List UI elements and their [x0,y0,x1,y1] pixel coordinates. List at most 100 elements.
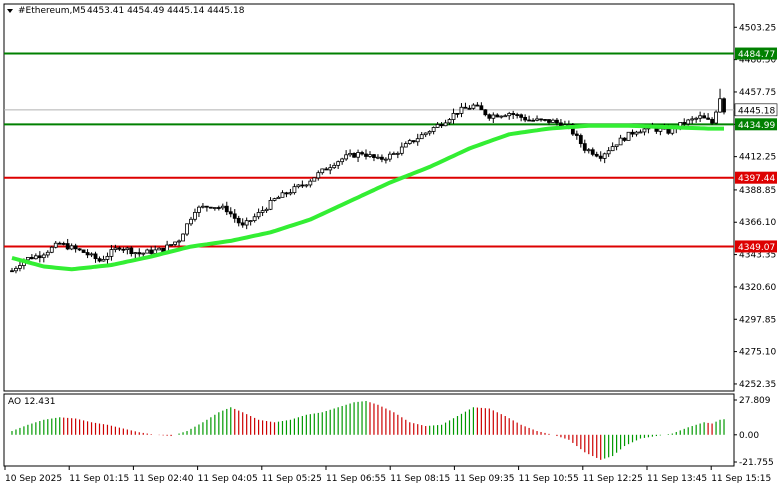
candle[interactable] [41,252,46,263]
candle[interactable] [348,149,353,157]
candle[interactable] [495,113,500,118]
candle[interactable] [121,247,126,254]
candle[interactable] [272,197,277,202]
candle[interactable] [368,151,372,158]
candle[interactable] [117,246,122,252]
candle[interactable] [439,122,444,129]
candle[interactable] [467,105,472,110]
candle[interactable] [85,249,90,259]
candle[interactable] [65,238,70,251]
candle[interactable] [89,252,94,258]
candle[interactable] [431,126,436,135]
candle[interactable] [248,220,253,226]
candle[interactable] [256,208,261,220]
candle[interactable] [220,203,225,210]
candle[interactable] [212,207,217,211]
candle[interactable] [216,205,221,211]
candle[interactable] [77,248,82,252]
candle[interactable] [574,130,579,140]
candle[interactable] [403,141,408,148]
candle[interactable] [18,261,22,272]
candle[interactable] [177,239,181,246]
candle[interactable] [415,133,420,146]
candle[interactable] [105,252,110,264]
candle[interactable] [292,183,297,195]
candle[interactable] [423,132,428,138]
candle[interactable] [316,170,321,181]
candle[interactable] [328,164,333,175]
candle[interactable] [551,118,555,123]
candle[interactable] [638,129,643,134]
candle[interactable] [578,133,583,148]
candle[interactable] [296,184,301,189]
candle[interactable] [451,108,456,124]
candle[interactable] [535,115,539,122]
candle[interactable] [197,205,201,218]
candle[interactable] [201,203,205,209]
candle[interactable] [133,252,138,259]
candle[interactable] [109,244,114,261]
candle[interactable] [582,139,587,154]
candle[interactable] [443,119,448,127]
candle[interactable] [33,253,38,260]
candle[interactable] [236,215,241,227]
candle[interactable] [340,157,345,165]
candle[interactable] [181,233,185,242]
candle[interactable] [101,255,106,262]
candle[interactable] [308,179,313,188]
candle[interactable] [447,118,452,126]
candle[interactable] [543,119,547,122]
candle[interactable] [491,112,496,123]
candle[interactable] [614,144,619,151]
candle[interactable] [618,134,623,146]
candle[interactable] [622,137,627,142]
candle[interactable] [280,190,285,198]
candle[interactable] [169,244,174,247]
candle[interactable] [634,130,639,137]
candle[interactable] [260,206,265,217]
candle[interactable] [372,153,376,162]
candle[interactable] [324,166,329,171]
candle[interactable] [507,111,512,120]
candle[interactable] [284,191,289,198]
candle[interactable] [702,112,707,119]
candle[interactable] [626,131,631,141]
candle[interactable] [252,213,257,223]
candle[interactable] [586,148,591,154]
candle[interactable] [531,118,535,122]
candle[interactable] [336,160,341,170]
candle[interactable] [10,267,14,273]
candle[interactable] [539,118,543,122]
candle[interactable] [718,88,722,113]
candle[interactable] [189,216,193,226]
candle[interactable] [547,119,551,125]
candle[interactable] [73,243,78,253]
candle[interactable] [264,207,269,213]
candle[interactable] [45,250,50,258]
candle[interactable] [268,197,273,211]
candle[interactable] [276,195,281,200]
candle[interactable] [57,241,62,245]
candle[interactable] [69,243,74,251]
candle[interactable] [598,151,603,162]
candle[interactable] [113,244,118,253]
candle[interactable] [240,218,245,228]
candle[interactable] [232,209,237,223]
candle[interactable] [228,207,233,218]
candle[interactable] [137,248,142,257]
candle[interactable] [503,114,508,118]
candle[interactable] [332,162,337,170]
candle[interactable] [125,246,130,255]
candle[interactable] [344,150,349,161]
candle[interactable] [710,117,714,125]
candle[interactable] [61,241,66,246]
candle[interactable] [145,248,150,254]
candle[interactable] [380,154,384,163]
candle[interactable] [81,249,86,253]
candle[interactable] [515,112,520,119]
candle[interactable] [360,150,364,156]
candle[interactable] [93,251,98,263]
candle[interactable] [527,115,531,122]
candle[interactable] [193,208,197,222]
